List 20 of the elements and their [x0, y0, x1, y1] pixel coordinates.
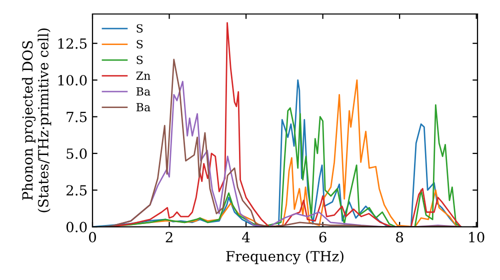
y-tick-label: 2.5: [66, 185, 87, 196]
legend-label: S: [136, 40, 143, 48]
y-tick-label: 10.0: [58, 75, 87, 86]
legend-label: S: [136, 24, 143, 33]
y-tick-label: 7.5: [66, 112, 87, 122]
y-tick-label: 5.0: [66, 148, 87, 159]
y-axis-title: Phonon projected DOS (States/THz·primitive cell): [22, 28, 52, 212]
x-tick-label: 10: [469, 232, 484, 242]
y-tick-label: 0.0: [66, 222, 87, 232]
y-tick-label: 12.5: [58, 38, 87, 49]
legend-label: Ba: [136, 103, 150, 112]
x-tick-label: 8: [396, 232, 404, 242]
x-tick-label: 4: [242, 232, 250, 242]
legend-label: Zn: [136, 72, 150, 80]
x-axis-title: Frequency (THz): [226, 250, 344, 264]
x-tick-label: 0: [88, 232, 96, 242]
x-tick-label: 2: [166, 232, 172, 242]
legend-label: Ba: [136, 87, 150, 96]
legend-label: S: [136, 56, 143, 64]
x-tick-label: 6: [319, 232, 326, 242]
